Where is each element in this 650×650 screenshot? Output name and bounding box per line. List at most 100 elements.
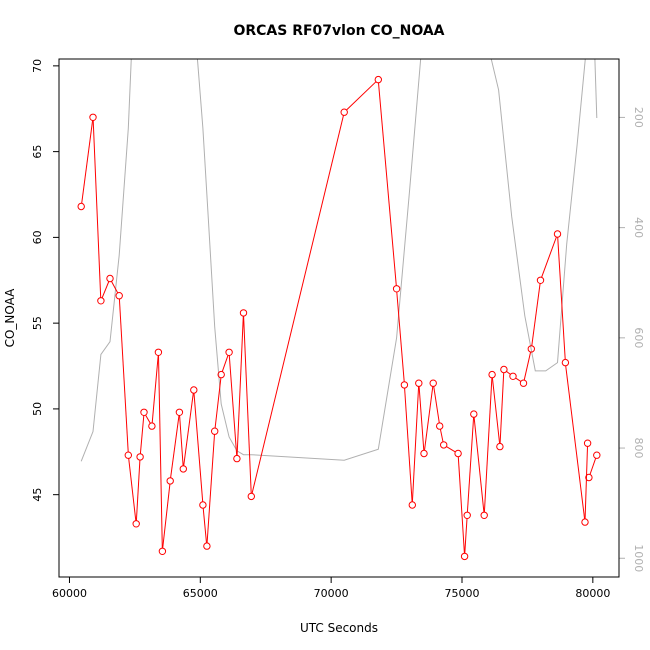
co-data-point bbox=[527, 345, 535, 353]
co-data-point bbox=[97, 297, 105, 305]
co-series-segment bbox=[515, 377, 522, 382]
co-series-segment bbox=[81, 120, 94, 204]
co-series-segment bbox=[135, 460, 141, 521]
co-data-point bbox=[519, 379, 528, 387]
co-data-point bbox=[124, 451, 133, 459]
co-series-segment bbox=[499, 372, 505, 444]
co-series-segment bbox=[506, 370, 511, 375]
co-series-segment bbox=[243, 316, 252, 494]
co-series-segment bbox=[439, 429, 444, 442]
co-series-segment bbox=[101, 281, 110, 299]
altitude-series-line bbox=[80, 59, 598, 462]
co-series-segment bbox=[183, 393, 194, 466]
co-series-segment bbox=[92, 120, 102, 298]
co-data-point bbox=[89, 113, 97, 122]
y-tick-label: 65 bbox=[31, 145, 44, 159]
co-data-point bbox=[233, 454, 241, 463]
y-tick-label: 60 bbox=[31, 230, 44, 244]
co-data-point bbox=[470, 410, 478, 418]
co-data-point bbox=[488, 370, 496, 379]
co-data-point bbox=[203, 542, 211, 550]
co-series-segment bbox=[214, 377, 222, 429]
co-series-segment bbox=[145, 414, 151, 424]
co-data-point bbox=[593, 451, 601, 459]
right-y-tick-label: 400 bbox=[632, 217, 645, 238]
y-tick-label: 45 bbox=[31, 488, 44, 502]
co-data-point bbox=[561, 358, 570, 367]
co-data-point bbox=[190, 386, 198, 394]
co-data-point bbox=[374, 75, 382, 84]
co-series-segment bbox=[346, 81, 377, 111]
x-tick-label: 70000 bbox=[314, 587, 349, 600]
co-data-point bbox=[500, 365, 508, 374]
co-data-point bbox=[400, 381, 409, 389]
co-series-segment bbox=[404, 388, 413, 502]
co-series-segment bbox=[170, 415, 180, 478]
co-series-segment bbox=[411, 386, 420, 502]
right-y-tick-label: 1000 bbox=[632, 544, 645, 572]
co-series-segment bbox=[541, 236, 557, 278]
co-data-point bbox=[392, 285, 401, 293]
co-series-segment bbox=[111, 281, 119, 294]
co-series-segment bbox=[139, 415, 145, 454]
co-data-point bbox=[77, 202, 85, 211]
right-y-tick-label: 800 bbox=[632, 438, 645, 459]
co-series-segment bbox=[206, 434, 215, 543]
co-data-point bbox=[247, 492, 256, 501]
co-series-segment bbox=[446, 446, 456, 453]
right-y-tick-label: 200 bbox=[632, 107, 645, 128]
co-data-point bbox=[585, 473, 593, 482]
co-series-segment bbox=[158, 355, 163, 549]
co-data-point bbox=[132, 520, 140, 528]
co-series-segment bbox=[228, 355, 238, 456]
co-data-point bbox=[239, 309, 248, 317]
co-data-point bbox=[408, 501, 416, 509]
co-series-segment bbox=[584, 446, 588, 519]
x-axis-label: UTC Seconds bbox=[300, 621, 378, 635]
co-data-point bbox=[536, 276, 545, 284]
co-data-point bbox=[217, 370, 225, 379]
co-series-segment bbox=[378, 82, 397, 286]
co-data-point bbox=[211, 427, 219, 435]
co-series-segment bbox=[589, 458, 597, 475]
co-data-point bbox=[583, 439, 592, 447]
y-tick-label: 70 bbox=[31, 59, 44, 73]
co-series-segment bbox=[457, 456, 465, 554]
co-data-point bbox=[480, 511, 488, 519]
co-data-point bbox=[179, 465, 188, 473]
co-data-point bbox=[158, 547, 167, 555]
right-y-tick-label: 600 bbox=[632, 327, 645, 348]
x-tick-label: 60000 bbox=[52, 587, 87, 600]
co-data-point bbox=[454, 449, 462, 458]
co-series-segment bbox=[565, 365, 586, 519]
co-series-segment bbox=[557, 237, 566, 360]
co-data-point bbox=[415, 379, 423, 387]
co-series-segment bbox=[418, 386, 425, 451]
x-tick-label: 75000 bbox=[444, 587, 479, 600]
co-data-point bbox=[115, 292, 123, 300]
co-series-segment bbox=[251, 115, 344, 494]
y-tick-label: 50 bbox=[31, 402, 44, 416]
plot-layer: 60000 65000 70000 75000 80000 45 50 55 60 65 70 200… bbox=[31, 59, 645, 600]
co-series-segment bbox=[473, 417, 485, 513]
co-data-point bbox=[429, 379, 437, 387]
chart-title: ORCAS RF07vlon CO_NOAA bbox=[233, 23, 444, 39]
co-data-point bbox=[581, 518, 589, 526]
co-data-point bbox=[154, 348, 163, 356]
co-series-segment bbox=[118, 298, 129, 453]
co-series-segment bbox=[128, 458, 137, 521]
co-series-segment bbox=[464, 518, 468, 554]
co-series-segment bbox=[236, 316, 244, 456]
co-series-segment bbox=[193, 393, 204, 502]
co-series-segment bbox=[151, 355, 159, 423]
plot-frame bbox=[58, 58, 620, 578]
co-data-point bbox=[420, 449, 428, 458]
co-data-point bbox=[440, 441, 448, 449]
co-series-segment bbox=[424, 386, 434, 451]
co-series-segment bbox=[162, 484, 171, 549]
co-data-point bbox=[553, 230, 562, 238]
co-data-point bbox=[199, 501, 207, 509]
co-series-segment bbox=[466, 417, 475, 513]
co-series-segment bbox=[396, 291, 405, 382]
